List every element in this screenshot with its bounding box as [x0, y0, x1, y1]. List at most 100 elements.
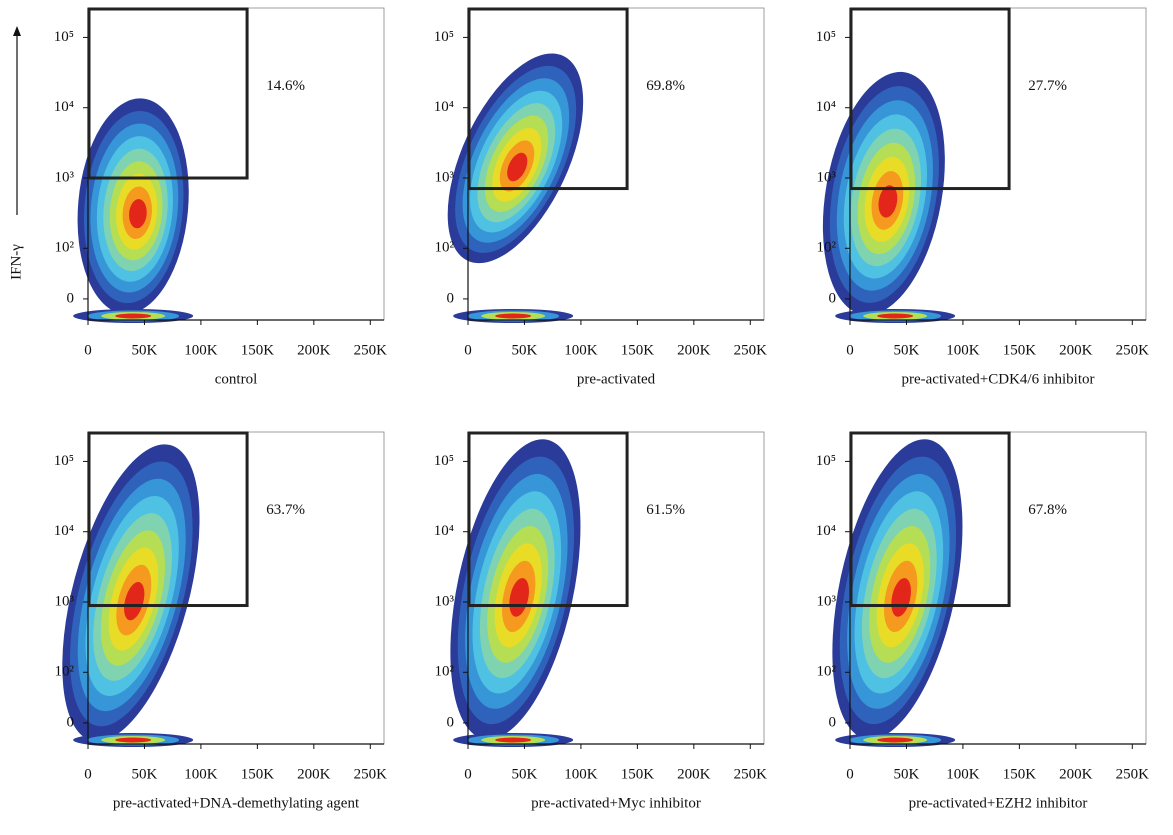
x-tick-label: 50K: [132, 342, 158, 358]
x-tick-label: 150K: [1003, 766, 1037, 782]
gate-percent: 61.5%: [646, 502, 685, 518]
y-tick-label: 10²: [435, 240, 455, 256]
x-tick-label: 250K: [734, 342, 768, 358]
y-tick-label: 10³: [817, 593, 837, 609]
x-axis-label: pre-activated+CDK4/6 inhibitor: [902, 371, 1095, 387]
x-axis-label: pre-activated+Myc inhibitor: [531, 795, 701, 811]
panel: 14.6% 0 50K 100K 150K 200K 250K 0 10² 10³ 10⁴ 10⁵ co…: [8, 7, 388, 387]
panel: 67.8% 0 50K 100K 150K 200K 250K 0 10² 10³ 10⁴ 10⁵ pr…: [816, 431, 1150, 811]
x-axis-label: control: [215, 371, 258, 387]
x-tick-label: 200K: [297, 342, 331, 358]
x-tick-label: 150K: [241, 342, 275, 358]
x-tick-label: 50K: [512, 342, 538, 358]
x-tick-label: 250K: [354, 342, 388, 358]
x-axis-label: pre-activated: [577, 371, 656, 387]
gate-percent: 63.7%: [266, 502, 305, 518]
x-axis-label: pre-activated+EZH2 inhibitor: [909, 795, 1088, 811]
y-tick-label: 10⁴: [54, 523, 74, 539]
x-tick-label: 50K: [512, 766, 538, 782]
x-tick-label: 0: [84, 766, 92, 782]
density-baseline: [115, 313, 152, 319]
panel: 27.7% 0 50K 100K 150K 200K 250K 0 10² 10³ 10⁴ 10⁵ pr…: [816, 7, 1150, 387]
gate: [467, 7, 629, 191]
y-tick-label: 10⁴: [816, 99, 836, 115]
gate: [467, 431, 629, 608]
y-tick-label: 0: [829, 290, 837, 306]
x-tick-label: 250K: [1116, 342, 1150, 358]
y-tick-label: 0: [67, 290, 75, 306]
density-baseline: [877, 313, 914, 319]
x-tick-label: 200K: [677, 766, 711, 782]
gate: [87, 7, 249, 180]
x-tick-label: 250K: [734, 766, 768, 782]
y-tick-label: 10⁵: [816, 453, 836, 469]
y-tick-label: 0: [67, 714, 75, 730]
x-tick-label: 150K: [241, 766, 275, 782]
x-tick-label: 100K: [184, 766, 218, 782]
density-baseline: [877, 737, 914, 743]
y-tick-label: 10⁵: [434, 453, 454, 469]
x-tick-label: 100K: [184, 342, 218, 358]
x-tick-label: 0: [846, 342, 854, 358]
density-contour: [878, 185, 898, 218]
y-arrow-head: [13, 26, 21, 36]
x-tick-label: 0: [84, 342, 92, 358]
density-contour: [124, 581, 145, 621]
y-tick-label: 10³: [55, 169, 75, 185]
y-tick-label: 10³: [55, 593, 75, 609]
x-tick-label: 100K: [946, 342, 980, 358]
density-contour: [129, 199, 147, 229]
gate-percent: 14.6%: [266, 78, 305, 94]
x-tick-label: 250K: [1116, 766, 1150, 782]
y-tick-label: 10²: [55, 664, 75, 680]
y-tick-label: 10⁴: [54, 99, 74, 115]
y-axis-label: IFN-γ: [8, 244, 24, 280]
x-tick-label: 0: [464, 342, 472, 358]
y-tick-label: 10⁵: [54, 453, 74, 469]
y-tick-label: 10⁴: [434, 523, 454, 539]
x-tick-label: 150K: [621, 766, 655, 782]
panel: 63.7% 0 50K 100K 150K 200K 250K 0 10² 10³ 10⁴ 10⁵ pr…: [54, 431, 388, 811]
y-tick-label: 10²: [435, 664, 455, 680]
x-tick-label: 150K: [621, 342, 655, 358]
x-tick-label: 250K: [354, 766, 388, 782]
density-baseline: [115, 737, 152, 743]
y-tick-label: 10²: [817, 240, 837, 256]
density-baseline: [495, 737, 532, 743]
density-baseline: [495, 313, 532, 319]
x-axis-label: pre-activated+DNA-demethylating agent: [113, 795, 360, 811]
y-tick-label: 10⁴: [434, 99, 454, 115]
gate-percent: 69.8%: [646, 78, 685, 94]
density-contour: [891, 578, 911, 617]
x-tick-label: 200K: [1059, 766, 1093, 782]
gate: [87, 431, 249, 608]
x-tick-label: 50K: [132, 766, 158, 782]
x-tick-label: 0: [846, 766, 854, 782]
y-tick-label: 10⁵: [54, 29, 74, 45]
x-tick-label: 150K: [1003, 342, 1037, 358]
x-tick-label: 200K: [677, 342, 711, 358]
gate-percent: 27.7%: [1028, 78, 1067, 94]
gate: [849, 431, 1011, 608]
gate: [849, 7, 1011, 191]
x-tick-label: 200K: [297, 766, 331, 782]
y-tick-label: 0: [447, 290, 455, 306]
x-tick-label: 200K: [1059, 342, 1093, 358]
y-tick-label: 10²: [817, 664, 837, 680]
x-tick-label: 100K: [564, 342, 598, 358]
x-tick-label: 100K: [564, 766, 598, 782]
x-tick-label: 50K: [894, 342, 920, 358]
panel: 69.8% 0 50K 100K 150K 200K 250K 0 10² 10³ 10⁴ 10⁵ pr…: [434, 7, 768, 387]
y-tick-label: 10⁵: [816, 29, 836, 45]
y-tick-label: 10²: [55, 240, 75, 256]
y-tick-label: 10³: [435, 593, 455, 609]
density-contour: [507, 152, 528, 182]
y-tick-label: 10⁴: [816, 523, 836, 539]
x-tick-label: 0: [464, 766, 472, 782]
y-tick-label: 10³: [435, 169, 455, 185]
density-contour: [509, 578, 529, 617]
panel: 61.5% 0 50K 100K 150K 200K 250K 0 10² 10³ 10⁴ 10⁵ pr…: [434, 431, 768, 811]
x-tick-label: 100K: [946, 766, 980, 782]
x-tick-label: 50K: [894, 766, 920, 782]
